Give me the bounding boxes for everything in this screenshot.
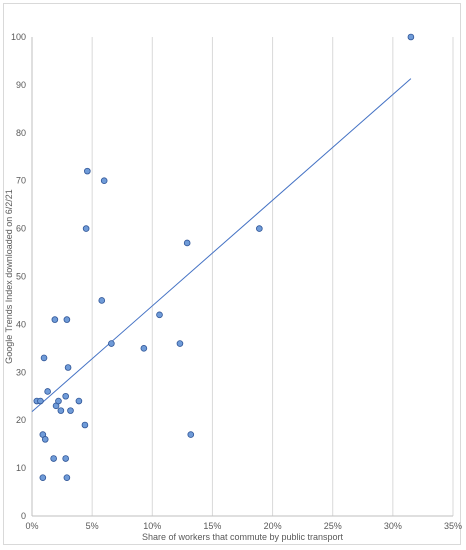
x-tick-label: 15% <box>203 521 221 531</box>
y-tick-label: 30 <box>16 367 26 377</box>
data-point <box>108 340 115 347</box>
data-point <box>63 316 71 323</box>
data-point <box>256 225 263 232</box>
axes <box>31 37 453 517</box>
data-point <box>183 239 191 247</box>
data-point <box>67 407 74 414</box>
data-point <box>100 177 108 185</box>
data-point <box>37 397 44 405</box>
data-point <box>75 397 83 405</box>
data-point <box>40 354 48 362</box>
y-tick-label: 40 <box>16 319 26 329</box>
x-axis-title: Share of workers that commute by public … <box>142 532 344 542</box>
data-point <box>41 436 49 443</box>
data-point <box>51 316 59 323</box>
x-tick-label: 20% <box>264 521 282 531</box>
data-point <box>55 397 62 405</box>
y-tick-label: 90 <box>16 80 26 90</box>
x-tick-label: 25% <box>324 521 342 531</box>
data-point <box>187 431 195 438</box>
trendline <box>31 78 412 412</box>
y-tick-label: 0 <box>21 511 26 521</box>
y-tick-label: 60 <box>16 224 26 234</box>
y-tick-label: 50 <box>16 272 26 282</box>
data-point <box>39 474 47 481</box>
x-tick-label: 0% <box>25 521 38 531</box>
x-tick-label: 35% <box>444 521 462 531</box>
chart-frame <box>3 3 461 545</box>
data-point <box>62 392 69 400</box>
data-point <box>64 364 72 371</box>
data-point <box>82 225 90 232</box>
y-tick-label: 70 <box>16 176 26 186</box>
y-tick-label: 20 <box>16 415 26 425</box>
y-tick-label: 80 <box>16 128 26 138</box>
gridlines <box>91 37 454 516</box>
x-tick-label: 10% <box>143 521 161 531</box>
y-tick-labels: 0 10 20 30 40 50 60 70 80 90 100 <box>11 32 26 521</box>
data-point <box>407 33 415 41</box>
data-point <box>81 421 89 429</box>
x-tick-label: 5% <box>86 521 99 531</box>
data-point <box>44 388 51 395</box>
y-axis-title: Google Trends Index downloaded on 6/2/21 <box>4 189 14 364</box>
y-tick-label: 10 <box>16 463 26 473</box>
data-point <box>57 407 65 414</box>
x-tick-label: 30% <box>384 521 402 531</box>
trendline-group <box>31 78 412 412</box>
data-point <box>62 455 69 462</box>
data-points <box>33 33 415 481</box>
data-point <box>98 297 106 304</box>
data-point <box>50 455 57 462</box>
data-point <box>84 167 91 175</box>
data-point <box>63 474 71 481</box>
x-tick-labels: 0% 5% 10% 15% 20% 25% 30% 35% <box>25 521 462 531</box>
data-point <box>140 345 148 352</box>
data-point <box>176 340 184 347</box>
y-tick-label: 100 <box>11 32 26 42</box>
data-point <box>156 311 163 319</box>
